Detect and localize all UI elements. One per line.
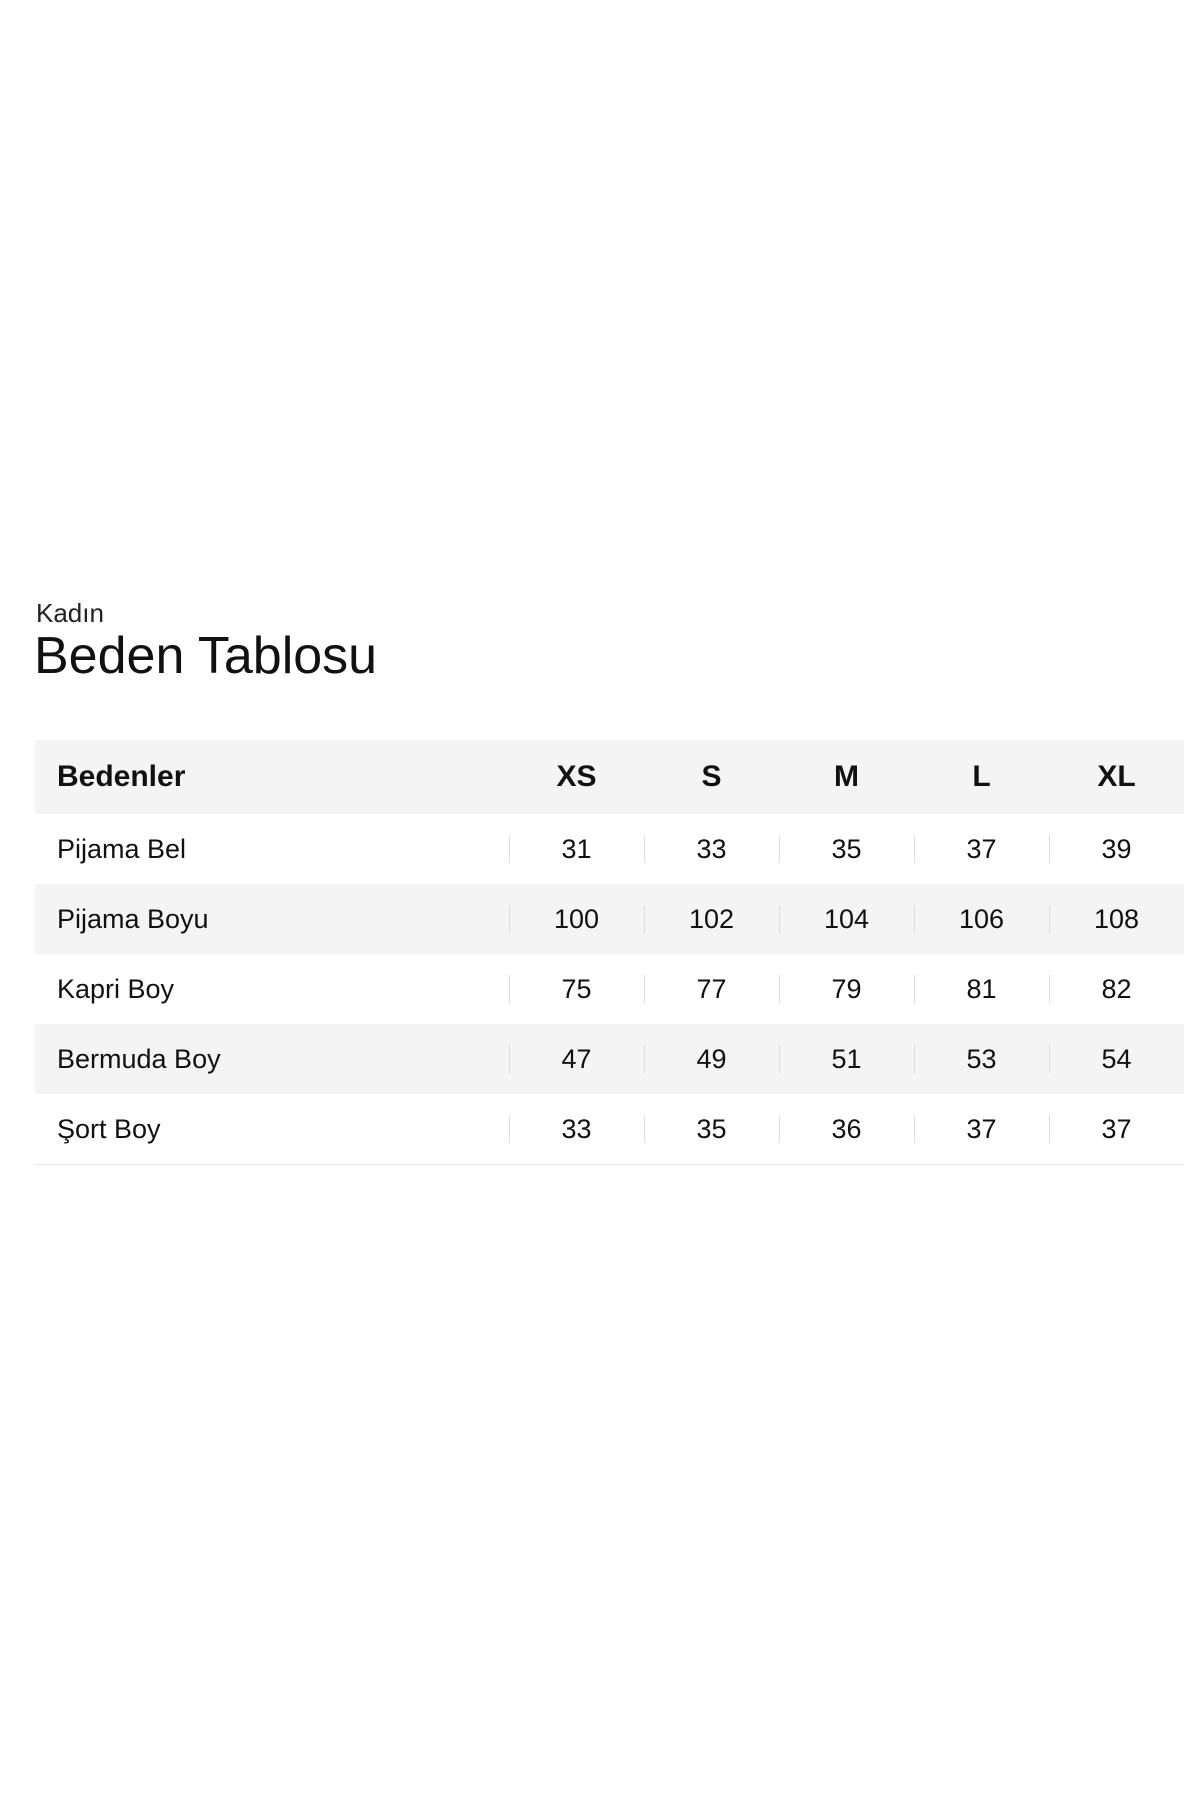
table-cell: 79 bbox=[779, 954, 914, 1024]
page-subtitle: Kadın bbox=[36, 598, 104, 628]
table-cell: 35 bbox=[644, 1094, 779, 1164]
table-cell: 33 bbox=[644, 814, 779, 884]
table-cell: 39 bbox=[1049, 814, 1184, 884]
table-cell: 53 bbox=[914, 1024, 1049, 1094]
column-header: Bedenler bbox=[57, 760, 186, 793]
table-cell: 54 bbox=[1049, 1024, 1184, 1094]
table-cell: 104 bbox=[779, 884, 914, 954]
table-cell: 36 bbox=[779, 1094, 914, 1164]
row-label: Pijama Bel bbox=[57, 833, 187, 864]
column-header: L bbox=[972, 760, 991, 793]
table-cell: 106 bbox=[914, 884, 1049, 954]
row-label: Bermuda Boy bbox=[57, 1043, 221, 1074]
size-table: Bedenler XS S M L XL Pijama Bel 31 33 35 37 3… bbox=[35, 740, 1184, 1165]
table-cell: 51 bbox=[779, 1024, 914, 1094]
table-cell: 81 bbox=[914, 954, 1049, 1024]
table-cell: 37 bbox=[914, 1094, 1049, 1164]
table-cell: 102 bbox=[644, 884, 779, 954]
table-cell: 75 bbox=[509, 954, 644, 1024]
table-cell: 77 bbox=[644, 954, 779, 1024]
table-cell: 33 bbox=[509, 1094, 644, 1164]
table-row: Pijama Bel 31 33 35 37 39 bbox=[35, 814, 1184, 884]
row-label: Şort Boy bbox=[57, 1113, 161, 1144]
column-header: S bbox=[701, 760, 722, 793]
table-row: Şort Boy 33 35 36 37 37 bbox=[35, 1094, 1184, 1164]
column-header: XL bbox=[1097, 760, 1136, 793]
table-row: Pijama Boyu 100 102 104 106 108 bbox=[35, 884, 1184, 954]
column-header: XS bbox=[556, 760, 597, 793]
table-cell: 37 bbox=[914, 814, 1049, 884]
table-row: Bermuda Boy 47 49 51 53 54 bbox=[35, 1024, 1184, 1094]
table-header-row: Bedenler XS S M L XL bbox=[35, 740, 1184, 814]
row-label: Kapri Boy bbox=[57, 973, 175, 1004]
table-cell: 37 bbox=[1049, 1094, 1184, 1164]
table-cell: 108 bbox=[1049, 884, 1184, 954]
table-cell: 47 bbox=[509, 1024, 644, 1094]
row-label: Pijama Boyu bbox=[57, 903, 209, 934]
table-cell: 100 bbox=[509, 884, 644, 954]
table-cell: 31 bbox=[509, 814, 644, 884]
table-row: Kapri Boy 75 77 79 81 82 bbox=[35, 954, 1184, 1024]
table-cell: 35 bbox=[779, 814, 914, 884]
page-title: Beden Tablosu bbox=[34, 627, 378, 685]
table-cell: 49 bbox=[644, 1024, 779, 1094]
column-header: M bbox=[834, 760, 859, 793]
table-cell: 82 bbox=[1049, 954, 1184, 1024]
